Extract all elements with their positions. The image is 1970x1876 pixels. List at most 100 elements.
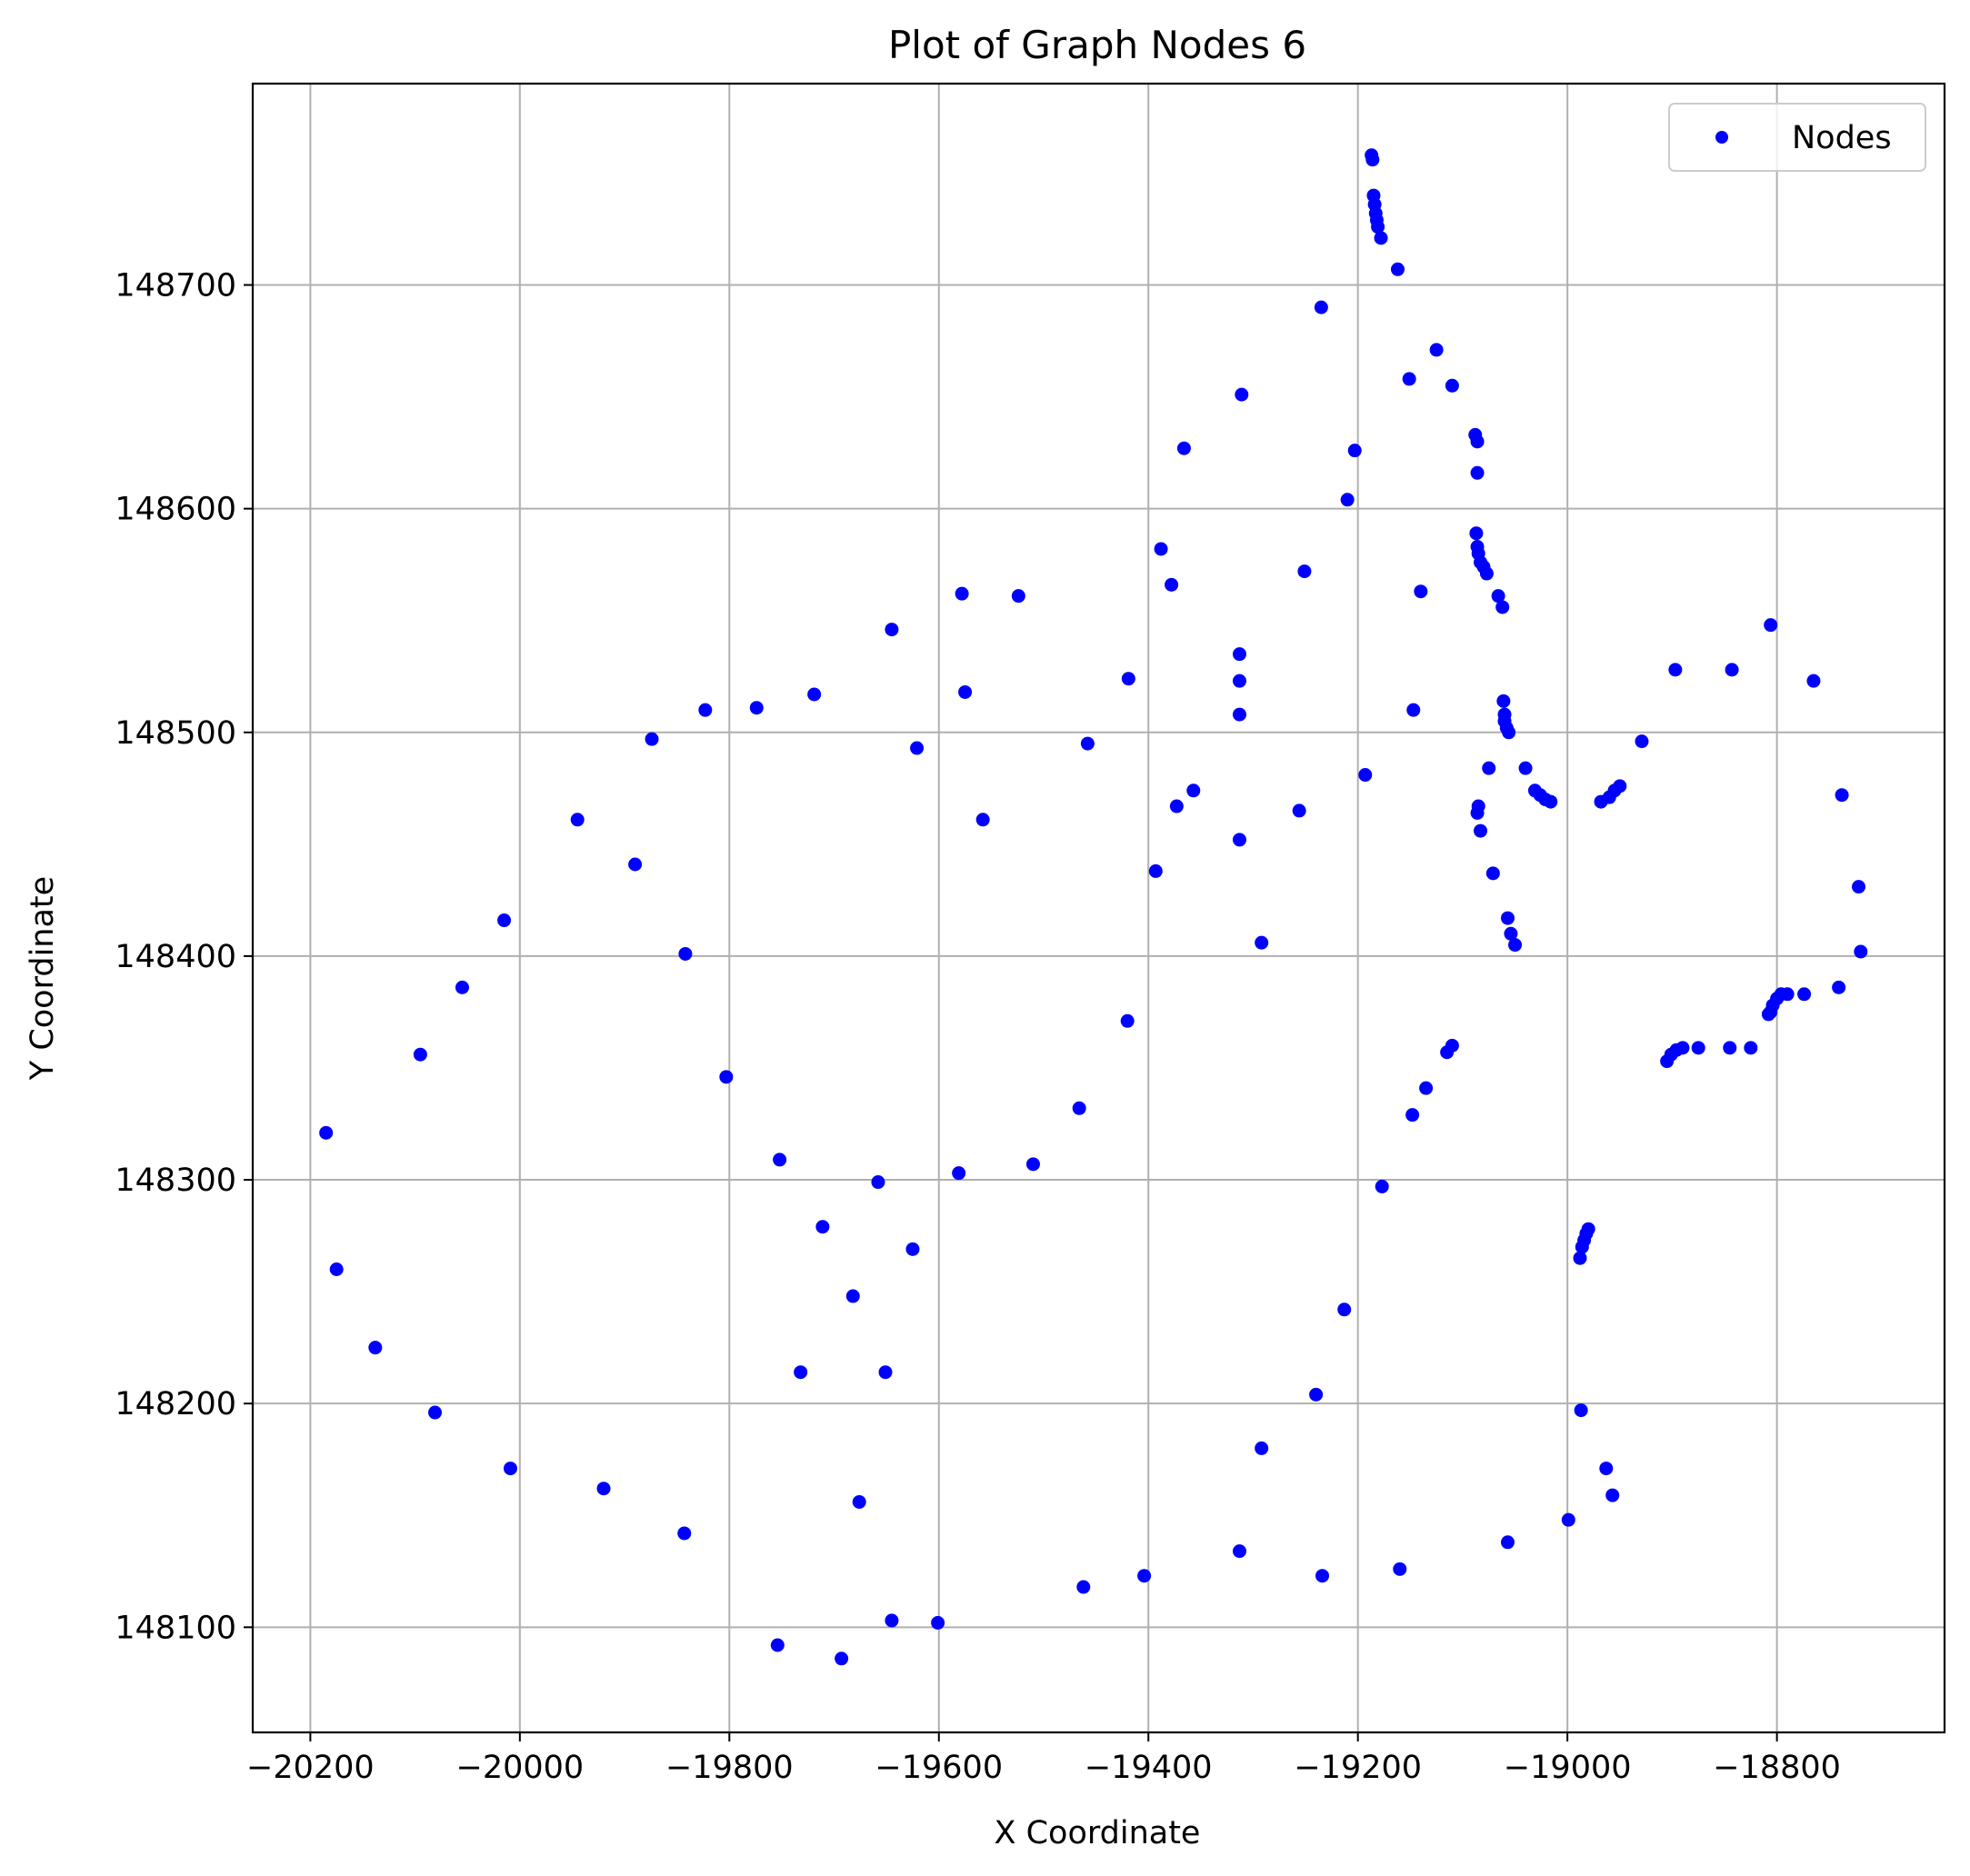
data-point bbox=[1393, 1562, 1407, 1576]
data-point bbox=[1148, 863, 1163, 878]
data-point bbox=[1852, 880, 1866, 894]
data-point bbox=[319, 1125, 334, 1140]
x-tick-label: −19000 bbox=[1504, 1750, 1632, 1786]
y-axis-label: Y Coordinate bbox=[25, 876, 61, 1081]
data-point bbox=[1402, 372, 1416, 386]
data-point bbox=[871, 1175, 885, 1190]
data-point bbox=[1502, 725, 1516, 740]
data-point bbox=[1414, 584, 1428, 599]
data-point bbox=[1120, 1013, 1135, 1028]
data-point bbox=[1076, 1580, 1091, 1594]
data-point bbox=[1806, 674, 1821, 688]
x-tick-label: −20000 bbox=[456, 1750, 585, 1786]
data-point bbox=[1761, 1007, 1775, 1022]
data-point bbox=[770, 1638, 785, 1652]
data-point bbox=[1154, 542, 1168, 556]
data-point bbox=[1232, 647, 1246, 662]
data-point bbox=[931, 1615, 945, 1630]
x-axis-ticks: −20200 −20000 −19800 −19600 −19400 −19200 −190… bbox=[246, 1732, 1841, 1786]
x-axis-label: X Coordinate bbox=[995, 1815, 1201, 1851]
data-point bbox=[1470, 465, 1485, 480]
data-point bbox=[1691, 1041, 1705, 1055]
data-point bbox=[1575, 1240, 1589, 1254]
data-point bbox=[628, 857, 643, 872]
data-point bbox=[1832, 980, 1846, 994]
data-point bbox=[1337, 1302, 1352, 1317]
data-point bbox=[1176, 441, 1191, 455]
data-point bbox=[1835, 788, 1849, 803]
data-point bbox=[1406, 703, 1421, 717]
data-point bbox=[1482, 761, 1496, 775]
y-axis-ticks: 148100 148200 148300 148400 148500 148600 1487… bbox=[115, 268, 253, 1646]
data-points bbox=[319, 148, 1868, 1666]
data-point bbox=[1137, 1569, 1152, 1583]
data-point bbox=[1292, 803, 1306, 818]
data-point bbox=[1297, 564, 1312, 579]
data-point bbox=[807, 687, 822, 702]
data-point bbox=[1500, 911, 1515, 925]
data-point bbox=[1635, 734, 1649, 749]
data-point bbox=[1121, 672, 1135, 686]
y-tick-label: 148500 bbox=[115, 715, 236, 752]
data-point bbox=[503, 1462, 517, 1476]
data-point bbox=[1508, 938, 1523, 953]
data-point bbox=[1504, 926, 1518, 941]
data-point bbox=[1255, 1441, 1269, 1455]
data-point bbox=[1011, 589, 1025, 604]
data-point bbox=[1470, 805, 1485, 820]
x-tick-label: −19400 bbox=[1085, 1750, 1213, 1786]
data-point bbox=[719, 1070, 734, 1084]
data-point bbox=[1375, 1179, 1389, 1193]
data-point bbox=[368, 1341, 383, 1355]
data-point bbox=[1605, 1488, 1620, 1502]
data-point bbox=[1668, 663, 1683, 677]
data-point bbox=[1232, 833, 1246, 847]
data-point bbox=[852, 1494, 866, 1509]
chart-title: Plot of Graph Nodes 6 bbox=[888, 23, 1306, 67]
data-point bbox=[1080, 736, 1095, 751]
data-point bbox=[958, 684, 973, 699]
y-tick-label: 148200 bbox=[115, 1386, 236, 1422]
data-point bbox=[1186, 783, 1201, 798]
data-point bbox=[905, 1242, 920, 1256]
data-point bbox=[1309, 1387, 1324, 1402]
data-point bbox=[1599, 1462, 1614, 1476]
data-point bbox=[1405, 1108, 1420, 1123]
data-point bbox=[975, 813, 990, 827]
data-point bbox=[698, 703, 713, 717]
data-point bbox=[1232, 707, 1246, 722]
data-point bbox=[1495, 600, 1510, 614]
data-point bbox=[1725, 663, 1739, 677]
data-point bbox=[1723, 1041, 1737, 1055]
legend-box bbox=[1668, 103, 1926, 172]
y-tick-label: 148700 bbox=[115, 268, 236, 304]
data-point bbox=[1496, 694, 1511, 708]
data-point bbox=[815, 1220, 830, 1234]
y-tick-label: 148400 bbox=[115, 939, 236, 975]
data-point bbox=[1025, 1157, 1040, 1172]
data-point bbox=[1474, 823, 1488, 838]
data-point bbox=[955, 586, 969, 601]
data-point bbox=[910, 741, 925, 755]
data-point bbox=[1072, 1101, 1086, 1115]
legend: Nodes bbox=[1668, 103, 1926, 172]
y-tick-label: 148600 bbox=[115, 492, 236, 528]
data-point bbox=[1232, 674, 1246, 688]
data-point bbox=[835, 1651, 849, 1666]
data-point bbox=[1764, 618, 1778, 633]
data-point bbox=[1419, 1081, 1434, 1095]
data-point bbox=[845, 1289, 860, 1303]
data-point bbox=[1573, 1251, 1587, 1265]
data-point bbox=[1358, 768, 1373, 783]
data-point bbox=[678, 946, 693, 961]
data-point bbox=[1347, 444, 1362, 458]
data-point bbox=[885, 1613, 899, 1628]
data-point bbox=[1854, 944, 1868, 959]
y-tick-label: 148100 bbox=[115, 1610, 236, 1646]
data-point bbox=[1255, 935, 1269, 950]
data-point bbox=[878, 1365, 893, 1380]
data-point bbox=[1374, 231, 1388, 245]
data-point bbox=[1485, 866, 1500, 881]
